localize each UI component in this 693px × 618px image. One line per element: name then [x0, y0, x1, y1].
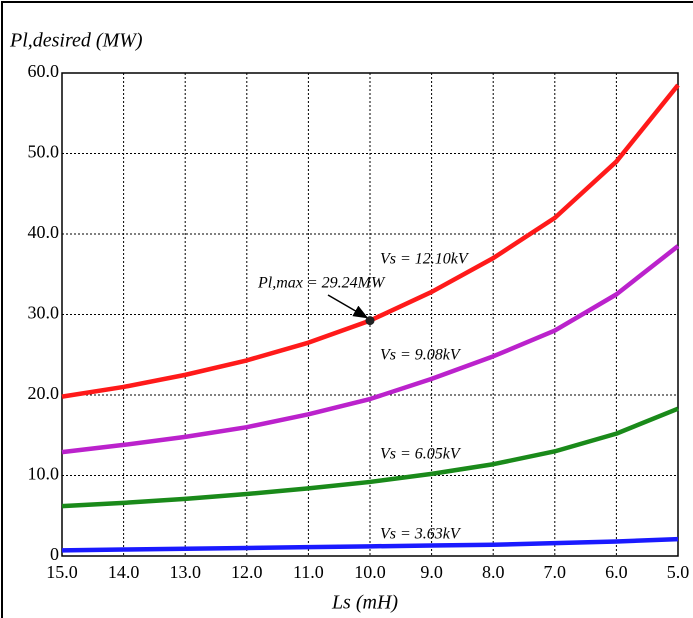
y-tick-label: 20.0 [28, 383, 60, 403]
x-tick-label: 5.0 [667, 562, 690, 582]
x-tick-label: 11.0 [293, 562, 324, 582]
series-line [61, 244, 680, 455]
annotation-text: Pl,max = 29.24MW [257, 275, 386, 292]
x-tick-label: 6.0 [605, 562, 628, 582]
series-label: Vs = 12.10kV [380, 251, 470, 268]
x-tick-label: 10.0 [354, 562, 386, 582]
annotation-arrow [327, 294, 369, 319]
series-label: Vs = 6.05kV [380, 446, 462, 463]
x-tick-label: 14.0 [108, 562, 140, 582]
y-tick-label: 40.0 [28, 222, 60, 242]
x-axis-title: Ls (mH) [331, 592, 398, 614]
x-tick-label: 7.0 [544, 562, 567, 582]
plot-border [61, 72, 679, 557]
x-tick-label: 12.0 [231, 562, 263, 582]
y-tick-label: 60.0 [28, 61, 60, 81]
y-axis-title: Pl,desired (MW) [9, 30, 143, 52]
series-label: Vs = 9.08kV [380, 347, 462, 364]
y-tick-label: 30.0 [28, 303, 60, 323]
y-tick-label: 10.0 [28, 464, 60, 484]
x-tick-label: 9.0 [420, 562, 443, 582]
series-label: Vs = 3.63kV [380, 526, 462, 543]
y-tick-label: 50.0 [28, 142, 60, 162]
y-tick-label: 0 [50, 544, 59, 564]
x-tick-label: 8.0 [482, 562, 505, 582]
x-tick-label: 13.0 [169, 562, 201, 582]
annotation-point [365, 316, 375, 326]
series-line [61, 536, 679, 553]
series-line [61, 406, 679, 509]
x-tick-label: 15.0 [46, 562, 78, 582]
